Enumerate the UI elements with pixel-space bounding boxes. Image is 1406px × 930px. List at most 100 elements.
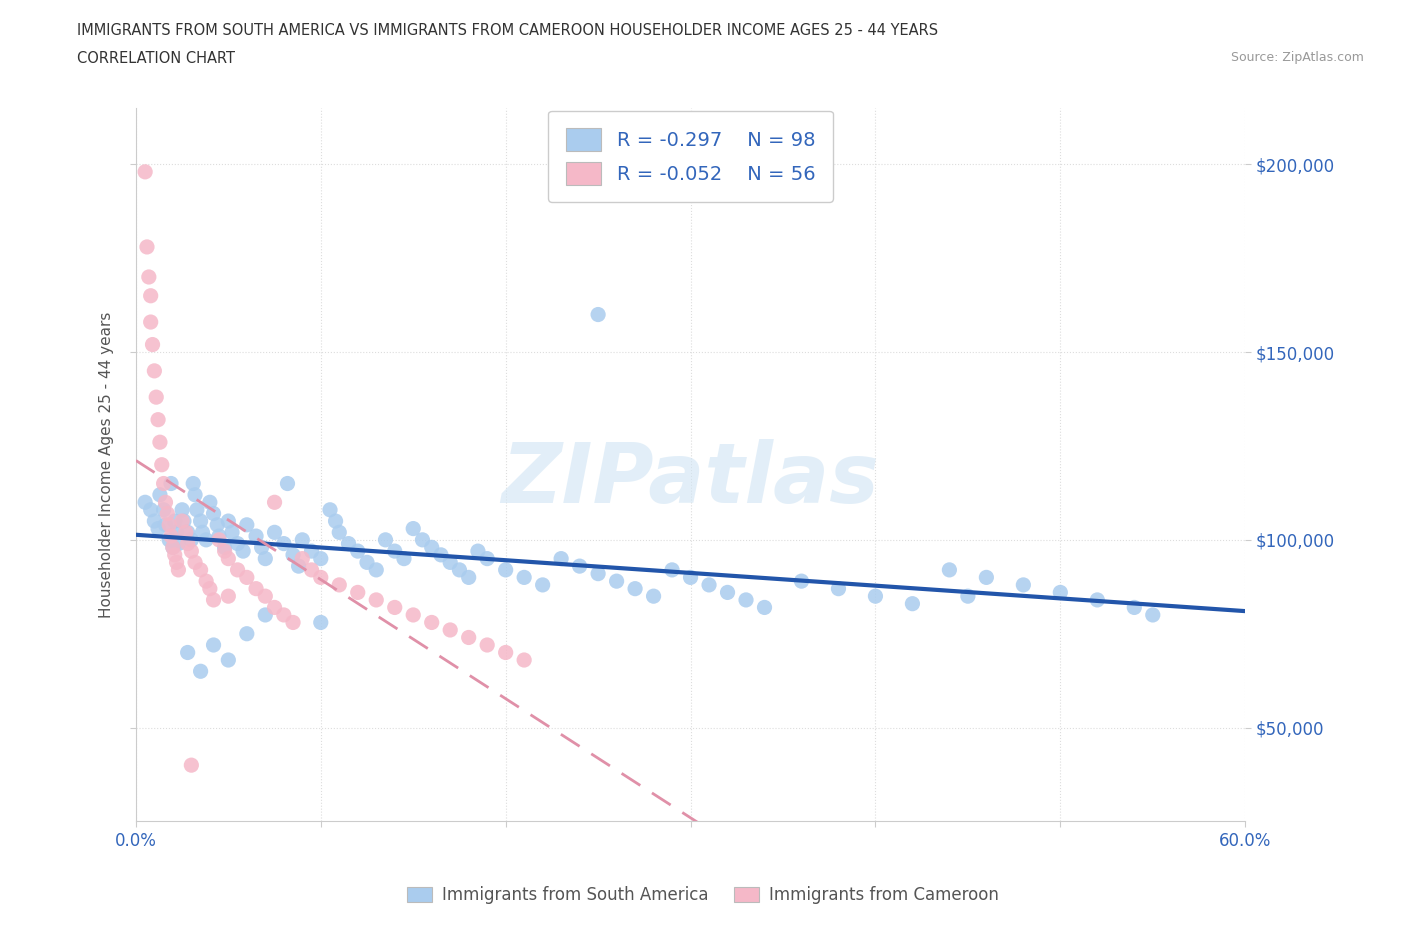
- Point: [173, 513, 195, 528]
- Point: [162, 540, 184, 555]
- Point: [754, 600, 776, 615]
- Point: [157, 532, 180, 547]
- Point: [190, 664, 212, 679]
- Point: [146, 521, 169, 536]
- Point: [202, 506, 225, 521]
- Point: [568, 559, 591, 574]
- Point: [309, 551, 332, 566]
- Point: [214, 544, 236, 559]
- Point: [139, 502, 162, 517]
- Point: [226, 563, 249, 578]
- Point: [790, 574, 813, 589]
- Point: [245, 581, 267, 596]
- Point: [136, 240, 159, 255]
- Point: [152, 476, 174, 491]
- Point: [232, 544, 254, 559]
- Point: [217, 551, 239, 566]
- Point: [449, 563, 471, 578]
- Point: [176, 537, 198, 551]
- Point: [319, 502, 342, 517]
- Point: [346, 544, 368, 559]
- Point: [402, 607, 425, 622]
- Point: [301, 544, 323, 559]
- Point: [190, 563, 212, 578]
- Text: Source: ZipAtlas.com: Source: ZipAtlas.com: [1230, 51, 1364, 64]
- Point: [176, 525, 198, 539]
- Point: [291, 532, 314, 547]
- Point: [207, 517, 229, 532]
- Point: [325, 513, 347, 528]
- Point: [221, 525, 243, 539]
- Point: [301, 563, 323, 578]
- Point: [420, 540, 443, 555]
- Point: [263, 600, 285, 615]
- Point: [420, 615, 443, 630]
- Point: [245, 528, 267, 543]
- Point: [1012, 578, 1035, 592]
- Point: [281, 615, 304, 630]
- Point: [716, 585, 738, 600]
- Point: [374, 532, 396, 547]
- Point: [411, 532, 433, 547]
- Point: [697, 578, 720, 592]
- Point: [214, 540, 236, 555]
- Point: [586, 566, 609, 581]
- Point: [236, 517, 259, 532]
- Point: [163, 513, 186, 528]
- Point: [138, 270, 160, 285]
- Point: [155, 495, 177, 510]
- Point: [134, 165, 156, 179]
- Point: [156, 506, 179, 521]
- Point: [226, 537, 249, 551]
- Point: [263, 495, 285, 510]
- Point: [273, 607, 295, 622]
- Point: [155, 517, 177, 532]
- Point: [281, 548, 304, 563]
- Point: [1049, 585, 1071, 600]
- Point: [384, 544, 406, 559]
- Point: [392, 551, 415, 566]
- Point: [191, 525, 214, 539]
- Point: [167, 563, 190, 578]
- Point: [160, 528, 183, 543]
- Point: [495, 563, 517, 578]
- Point: [195, 574, 218, 589]
- Point: [254, 589, 277, 604]
- Point: [150, 458, 173, 472]
- Point: [1142, 607, 1164, 622]
- Point: [531, 578, 554, 592]
- Point: [250, 540, 273, 555]
- Point: [366, 592, 388, 607]
- Point: [337, 537, 360, 551]
- Point: [467, 544, 489, 559]
- Point: [366, 563, 388, 578]
- Point: [139, 288, 162, 303]
- Point: [457, 630, 479, 644]
- Text: ZIPatlas: ZIPatlas: [502, 439, 880, 520]
- Point: [263, 525, 285, 539]
- Legend: R = -0.297    N = 98, R = -0.052    N = 56: R = -0.297 N = 98, R = -0.052 N = 56: [548, 111, 832, 202]
- Point: [309, 615, 332, 630]
- Point: [181, 476, 204, 491]
- Point: [202, 592, 225, 607]
- Point: [134, 495, 156, 510]
- Point: [208, 528, 231, 543]
- Text: CORRELATION CHART: CORRELATION CHART: [77, 51, 235, 66]
- Point: [550, 551, 572, 566]
- Point: [184, 487, 207, 502]
- Point: [865, 589, 887, 604]
- Point: [163, 548, 186, 563]
- Point: [328, 578, 350, 592]
- Point: [956, 589, 979, 604]
- Point: [152, 502, 174, 517]
- Point: [475, 551, 498, 566]
- Point: [643, 589, 665, 604]
- Point: [309, 570, 332, 585]
- Point: [735, 592, 758, 607]
- Point: [586, 307, 609, 322]
- Point: [176, 645, 198, 660]
- Point: [172, 502, 194, 517]
- Y-axis label: Householder Income Ages 25 - 44 years: Householder Income Ages 25 - 44 years: [100, 312, 114, 618]
- Point: [513, 653, 536, 668]
- Point: [217, 513, 239, 528]
